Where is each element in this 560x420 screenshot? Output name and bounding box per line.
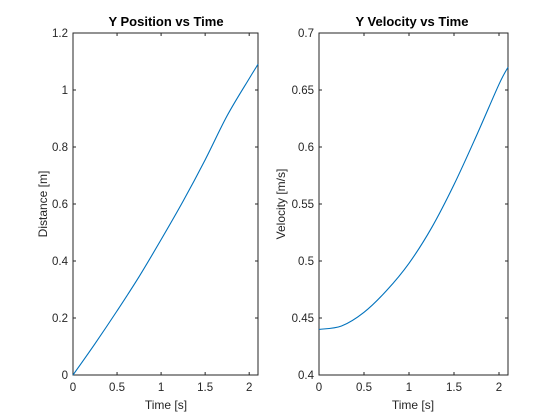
- velocity-y-tick-label: 0.65: [292, 85, 314, 97]
- position-axes: Y Position vs Time 0 0.5 1 1.5 2 0 0.2 0.4 0.6 0.…: [36, 14, 259, 412]
- velocity-y-axis-label: Velocity [m/s]: [274, 169, 288, 240]
- position-x-tick-label: 2: [246, 382, 252, 394]
- velocity-series-line: [318, 66, 509, 330]
- velocity-x-tick-label: 1.5: [446, 382, 462, 394]
- position-chart-title: Y Position vs Time: [108, 14, 223, 29]
- velocity-x-tick-label: 0: [316, 382, 322, 394]
- velocity-y-tick-label: 0.5: [298, 256, 314, 268]
- position-y-tick-label: 0.4: [52, 256, 69, 268]
- velocity-x-tick-label: 2: [496, 382, 502, 394]
- velocity-plot-area: [318, 32, 509, 376]
- velocity-x-axis-label: Time [s]: [392, 398, 434, 412]
- velocity-ticks: 0 0.5 1 1.5 2 0.4 0.45 0.5 0.55 0.6 0.65 0.7: [292, 28, 508, 394]
- velocity-y-tick-label: 0.7: [298, 28, 314, 40]
- velocity-y-tick-label: 0.55: [292, 199, 314, 211]
- position-plot-area: [72, 32, 259, 376]
- position-y-tick-label: 1: [62, 85, 68, 97]
- velocity-axes: Y Velocity vs Time 0 0.5 1 1.5 2 0.4 0.45 0.5 0.…: [274, 14, 509, 412]
- position-x-tick-label: 0.5: [109, 382, 125, 394]
- position-x-tick-label: 1: [158, 382, 164, 394]
- position-x-axis-label: Time [s]: [145, 398, 187, 412]
- position-x-tick-label: 1.5: [197, 382, 213, 394]
- position-x-tick-label: 0: [70, 382, 76, 394]
- velocity-y-tick-label: 0.45: [292, 313, 314, 325]
- position-y-tick-label: 0.6: [52, 199, 68, 211]
- position-y-tick-label: 1.2: [52, 28, 68, 40]
- position-y-tick-label: 0.2: [52, 313, 68, 325]
- position-y-tick-label: 0: [62, 370, 68, 382]
- velocity-chart-title: Y Velocity vs Time: [356, 14, 469, 29]
- velocity-x-tick-label: 0.5: [356, 382, 372, 394]
- position-y-tick-label: 0.8: [52, 142, 68, 154]
- position-series-line: [72, 64, 259, 376]
- velocity-y-tick-label: 0.4: [298, 370, 315, 382]
- velocity-y-tick-label: 0.6: [298, 142, 314, 154]
- velocity-x-tick-label: 1: [406, 382, 412, 394]
- position-ticks: 0 0.5 1 1.5 2 0 0.2 0.4 0.6 0.8 1 1.2: [52, 28, 258, 394]
- position-y-axis-label: Distance [m]: [36, 171, 50, 238]
